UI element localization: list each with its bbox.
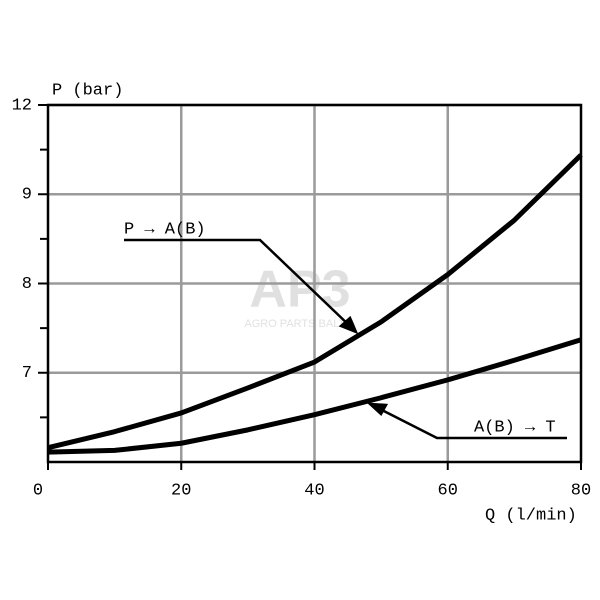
x-tick-label: 60 xyxy=(438,481,458,500)
annotation-arrows xyxy=(124,238,567,440)
data-line xyxy=(47,153,583,451)
annotation: A(B) → T xyxy=(474,418,556,437)
arrow-head xyxy=(366,402,389,416)
y-tick-label: 8 xyxy=(22,275,32,294)
y-tick-label: 12 xyxy=(12,96,32,115)
y-axis-label: P (bar) xyxy=(52,81,123,100)
watermark: AP3 AGRO PARTS BALTIA xyxy=(244,261,356,330)
y-tick-label: 9 xyxy=(22,186,32,205)
y-tick-label: 7 xyxy=(22,364,32,383)
watermark-logo: AP3 xyxy=(249,261,350,319)
watermark-text: AGRO PARTS BALTIA xyxy=(244,318,356,330)
x-tick-label: 20 xyxy=(171,481,191,500)
plot-frame xyxy=(46,103,583,464)
plot xyxy=(47,153,583,455)
data-line xyxy=(47,337,582,455)
annotation-leader xyxy=(124,238,353,329)
x-tick-label: 80 xyxy=(571,481,591,500)
x-axis-label: Q (l/min) xyxy=(485,506,577,525)
x-tick-label: 40 xyxy=(304,481,324,500)
annotation: P → A(B) xyxy=(124,220,206,239)
annotation-leader xyxy=(375,405,567,440)
grid xyxy=(48,103,581,462)
x-tick-label: 0 xyxy=(33,481,43,500)
arrow-head xyxy=(338,315,359,335)
